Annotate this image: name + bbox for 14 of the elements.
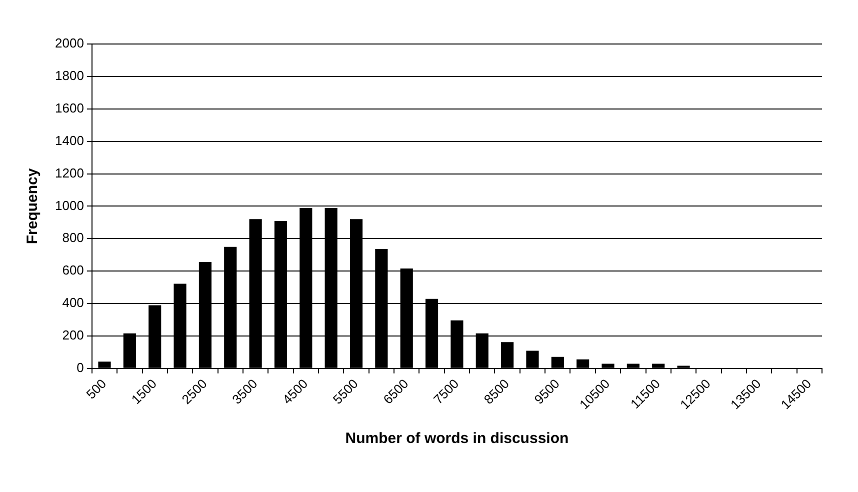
- y-tick-label: 2000: [55, 36, 84, 51]
- y-tick-label: 800: [62, 230, 84, 246]
- y-tick-label: 1000: [55, 198, 84, 213]
- y-tick-label: 1400: [55, 132, 84, 148]
- x-axis-title: Number of words in discussion: [345, 430, 569, 448]
- y-tick-label: 600: [62, 262, 84, 278]
- y-tick-label: 200: [62, 328, 84, 343]
- y-tick-label: 1800: [55, 68, 84, 84]
- x-tick-label: 500: [83, 376, 110, 402]
- y-tick-label: 1600: [55, 100, 84, 116]
- y-tick-label: 0: [76, 360, 84, 375]
- y-tick-label: 400: [62, 295, 84, 310]
- y-axis-title: Frequency: [24, 168, 42, 244]
- y-tick-label: 1200: [55, 165, 84, 180]
